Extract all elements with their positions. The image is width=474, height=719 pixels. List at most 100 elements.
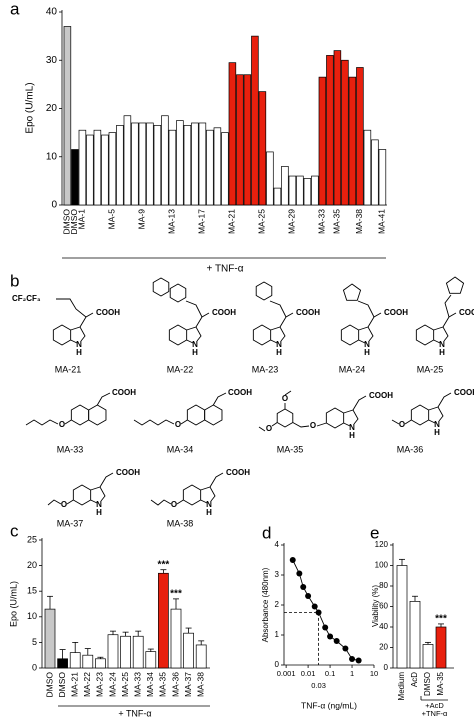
bar (422, 644, 434, 669)
atom-label: COOH (96, 308, 120, 317)
x-tick-label: 1 (350, 669, 354, 678)
atom-label: COOH (228, 388, 252, 397)
bar (108, 132, 117, 206)
atom-label: N (192, 340, 198, 349)
reference-label: 0.03 (311, 681, 326, 690)
bar (266, 151, 274, 206)
bond (180, 419, 188, 425)
atom-label: COOH (369, 391, 393, 400)
atom-label: COOH (116, 468, 140, 477)
significance-label: *** (158, 559, 170, 570)
compound-label: MA-21 (55, 364, 82, 374)
bar (333, 50, 342, 206)
bond (428, 406, 444, 422)
x-axis-label: TNF-α (ng/mL) (301, 700, 357, 710)
y-tick-label: 80 (379, 581, 388, 590)
bar (71, 149, 79, 206)
atom-label: CF₂CF₃ (12, 294, 41, 303)
bar (93, 129, 102, 206)
bond (90, 499, 98, 504)
atom-label: COOH (454, 388, 474, 397)
bond (276, 408, 294, 428)
bond (343, 409, 359, 425)
x-tick-label: MA-41 (377, 209, 387, 234)
y-tick-label: 20 (27, 560, 37, 570)
x-tick-label: Medium (397, 672, 406, 701)
x-tick-label: MA-24 (107, 672, 117, 697)
bar (95, 658, 106, 669)
atom-label: N (439, 340, 445, 349)
data-point (305, 593, 312, 599)
bond (186, 404, 206, 426)
bar (273, 187, 282, 206)
bond (186, 339, 194, 344)
bond (442, 312, 457, 328)
bar (120, 635, 131, 669)
bond (270, 339, 278, 344)
x-tick-label: MA-35 (332, 209, 342, 234)
bar (303, 178, 312, 206)
bond (185, 300, 203, 318)
bond (357, 300, 375, 318)
panel-label: b (10, 271, 19, 290)
bar (107, 634, 119, 669)
data-point (342, 645, 349, 652)
atom-label: COOH (112, 388, 136, 397)
bond (204, 404, 223, 426)
bar (371, 139, 379, 206)
bar (198, 122, 207, 206)
data-point (315, 609, 322, 616)
bond (52, 324, 72, 346)
bond (150, 499, 172, 506)
bond (66, 499, 74, 505)
bar (86, 134, 94, 206)
bond (358, 326, 374, 342)
bond (410, 404, 430, 426)
bar (288, 175, 297, 206)
bond (182, 484, 202, 506)
bar (145, 651, 157, 669)
data-point (296, 570, 303, 577)
bond (433, 339, 441, 344)
bar (183, 632, 194, 669)
y-tick-label: 0 (384, 663, 389, 672)
bond (404, 419, 412, 425)
x-tick-label: 0.1 (325, 669, 335, 678)
atom-label: COOH (296, 308, 320, 317)
x-tick-label: MA-13 (167, 209, 177, 234)
compound-label: MA-33 (57, 444, 84, 454)
bar (57, 658, 68, 669)
bond (270, 326, 286, 342)
y-tick-label: 100 (375, 561, 389, 570)
bond (168, 324, 188, 346)
data-point (289, 557, 296, 563)
bond (437, 392, 452, 408)
y-tick-label: 10 (46, 151, 58, 162)
bar (168, 129, 177, 206)
x-tick-label: DMSO (69, 209, 79, 235)
x-tick-label: MA-29 (287, 209, 297, 234)
x-tick-label: 0.01 (301, 669, 316, 678)
bond (176, 499, 184, 505)
x-tick-label: 0.001 (277, 669, 296, 678)
bar (236, 74, 244, 206)
significance-label: *** (170, 589, 182, 600)
bar (281, 166, 289, 206)
bond (152, 277, 170, 297)
bond (340, 324, 360, 346)
reference-line (284, 612, 319, 665)
y-tick-label: 5 (32, 637, 37, 647)
bar (101, 134, 109, 206)
atom-label: O (399, 420, 405, 429)
x-tick-label: MA-35 (436, 671, 445, 695)
bar (363, 129, 372, 206)
bond (186, 326, 202, 342)
bar (176, 120, 184, 206)
bond (284, 390, 292, 396)
y-tick-label: 60 (379, 602, 388, 611)
data-point (300, 584, 307, 590)
data-point (322, 624, 329, 631)
bar (296, 175, 304, 206)
bar (341, 59, 349, 206)
bond (444, 294, 452, 318)
